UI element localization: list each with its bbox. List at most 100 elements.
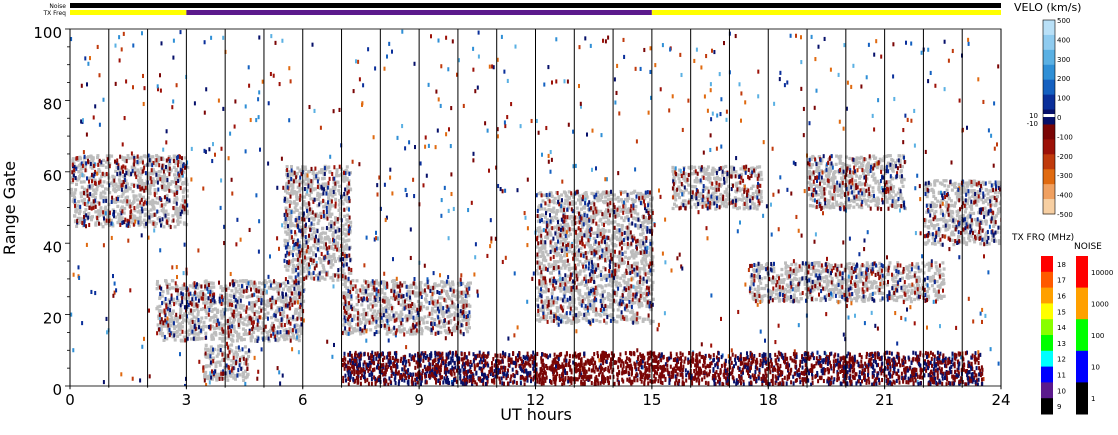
ground-scatter-cell <box>342 245 345 249</box>
ground-scatter-cell <box>430 297 434 302</box>
ground-scatter-cell <box>84 208 88 212</box>
ground-scatter-cell <box>671 165 675 170</box>
ground-scatter-cell <box>344 279 348 283</box>
ground-scatter-cell <box>537 250 541 254</box>
ground-scatter-cell <box>192 308 196 313</box>
ground-scatter-cell <box>706 192 710 196</box>
ground-scatter-cell <box>388 316 392 320</box>
ground-scatter-cell <box>590 248 594 253</box>
ground-scatter-cell <box>292 334 295 338</box>
ground-scatter-cell <box>584 230 588 234</box>
ground-scatter-cell <box>168 170 172 174</box>
ground-scatter-cell <box>573 256 577 260</box>
ground-scatter-cell <box>628 267 632 272</box>
ground-scatter-cell <box>235 308 239 312</box>
ground-scatter-cell <box>558 246 562 251</box>
ground-scatter-cell <box>171 309 175 313</box>
ground-scatter-cell <box>639 286 643 291</box>
ground-scatter-cell <box>638 290 642 294</box>
ground-scatter-cell <box>82 199 86 203</box>
ground-scatter-cell <box>211 301 215 306</box>
ground-scatter-cell <box>906 273 909 277</box>
ground-scatter-cell <box>304 202 308 206</box>
ground-scatter-cell <box>287 170 291 174</box>
ground-scatter-cell <box>384 295 388 300</box>
ground-scatter-cell <box>126 182 129 186</box>
ground-scatter-cell <box>186 290 190 294</box>
ground-scatter-cell <box>584 217 588 221</box>
ground-scatter-cell <box>342 239 346 243</box>
ground-scatter-cell <box>540 207 543 211</box>
ground-scatter-cell <box>574 201 577 205</box>
ground-scatter-cell <box>254 317 258 321</box>
ground-scatter-cell <box>309 246 313 250</box>
ground-scatter-cell <box>105 160 108 164</box>
ground-scatter-cell <box>411 331 414 335</box>
ground-scatter-cell <box>221 332 225 336</box>
ground-scatter-cell <box>79 180 83 184</box>
ground-scatter-cell <box>649 220 653 225</box>
ground-scatter-cell <box>117 212 120 216</box>
ground-scatter-cell <box>329 214 332 219</box>
ground-scatter-cell <box>581 252 585 256</box>
ground-scatter-cell <box>423 283 427 287</box>
ground-scatter-cell <box>431 320 435 325</box>
ground-scatter-cell <box>638 192 641 197</box>
ground-scatter-cell <box>620 227 624 231</box>
ground-scatter-cell <box>328 170 332 174</box>
ground-scatter-cell <box>581 219 585 223</box>
ground-scatter-cell <box>579 251 583 255</box>
ground-scatter-cell <box>563 212 567 216</box>
ground-scatter-cell <box>283 243 287 248</box>
ground-scatter-cell <box>623 250 627 254</box>
ground-scatter-cell <box>636 224 640 228</box>
ground-scatter-cell <box>569 215 573 219</box>
ground-scatter-cell <box>349 271 353 275</box>
ground-scatter-cell <box>321 177 325 181</box>
ground-scatter-cell <box>163 203 166 207</box>
ground-scatter-cell <box>566 320 570 324</box>
ground-scatter-cell <box>466 281 470 285</box>
ground-scatter-cell <box>938 284 942 288</box>
ground-scatter-cell <box>73 219 77 224</box>
ground-scatter-cell <box>681 199 685 203</box>
ground-scatter-cell <box>605 208 608 212</box>
ground-scatter-cell <box>677 185 681 189</box>
ground-scatter-cell <box>637 283 641 288</box>
ground-scatter-cell <box>132 154 136 158</box>
ground-scatter-cell <box>109 218 113 223</box>
ground-scatter-cell <box>605 243 609 247</box>
ground-scatter-cell <box>179 164 183 168</box>
ground-scatter-cell <box>402 301 406 305</box>
ground-scatter-cell <box>304 182 308 186</box>
ground-scatter-cell <box>893 288 897 292</box>
ground-scatter-cell <box>418 323 422 327</box>
ground-scatter-cell <box>596 224 600 228</box>
ground-scatter-cell <box>448 305 452 310</box>
ground-scatter-cell <box>310 182 314 186</box>
ground-scatter-cell <box>71 176 75 180</box>
ground-scatter-cell <box>198 295 201 300</box>
ground-scatter-cell <box>927 261 931 265</box>
ground-scatter-cell <box>332 204 336 208</box>
ground-scatter-cell <box>156 305 160 309</box>
ground-scatter-cell <box>302 266 306 270</box>
ground-scatter-cell <box>564 278 568 283</box>
ground-scatter-cell <box>282 287 285 291</box>
ground-scatter-cell <box>646 208 650 212</box>
ground-scatter-cell <box>295 208 299 213</box>
ground-scatter-cell <box>579 312 583 316</box>
ground-scatter-cell <box>570 321 574 325</box>
ground-scatter-cell <box>673 194 677 198</box>
ground-scatter-cell <box>549 244 553 248</box>
ground-scatter-cell <box>377 330 381 334</box>
ground-scatter-cell <box>164 322 168 327</box>
ground-scatter-cell <box>243 345 247 349</box>
ground-scatter-cell <box>541 258 545 262</box>
ground-scatter-cell <box>643 317 647 321</box>
ground-scatter-cell <box>261 321 265 325</box>
ground-scatter-cell <box>153 200 157 204</box>
ground-scatter-cell <box>369 281 373 285</box>
ground-scatter-cell <box>204 370 208 375</box>
ground-scatter-cell <box>625 197 629 202</box>
